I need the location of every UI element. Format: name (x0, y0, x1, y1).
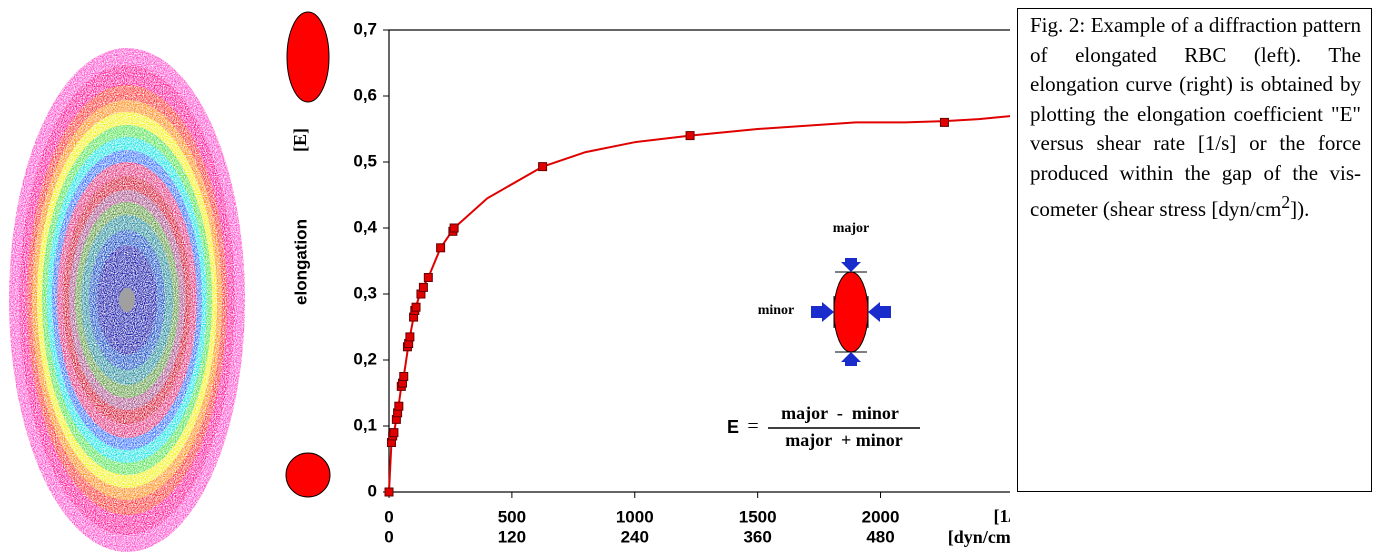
data-point (406, 333, 414, 341)
y-tick-label: 0,4 (353, 217, 377, 236)
x2-tick-label: 120 (498, 527, 526, 546)
data-point (940, 118, 948, 126)
deformation-diagram (811, 258, 891, 366)
figure-caption: Fig. 2: Example of a diffraction pattern… (1017, 8, 1372, 492)
y-tick-label: 0,5 (353, 151, 377, 170)
x-tick-label: 1000 (616, 507, 654, 526)
data-point (450, 224, 458, 232)
data-point (395, 402, 403, 410)
x-tick-label: 2000 (862, 507, 900, 526)
formula-numerator: major - minor (781, 403, 899, 423)
round-cell-icon (286, 453, 330, 497)
data-point (686, 132, 694, 140)
caption-end: ]). (1290, 197, 1309, 221)
x2-tick-label: 0 (384, 527, 393, 546)
y-tick-label: 0,3 (353, 283, 377, 302)
formula-equals: = (747, 416, 758, 438)
center-spot (119, 288, 135, 312)
y-tick-label: 0,2 (353, 349, 377, 368)
y-axis-unit: [E] (290, 128, 310, 152)
major-label: major (833, 221, 870, 236)
x2-tick-label: 480 (866, 527, 894, 546)
formula-denominator: major + minor (785, 430, 902, 450)
page: {"chart_data": {"type": "line", "ylabel"… (0, 0, 1385, 555)
data-point (385, 488, 393, 496)
y-tick-label: 0,1 (353, 415, 377, 434)
x-tick-label: 1500 (739, 507, 777, 526)
data-point (539, 163, 547, 171)
y-tick-label: 0 (368, 481, 377, 500)
x2-axis-unit: [dyn/cm²] (948, 527, 1010, 547)
y-tick-label: 0,6 (353, 85, 377, 104)
minor-label: minor (758, 303, 795, 318)
data-point (419, 283, 427, 291)
formula-lhs: E (727, 417, 739, 437)
data-point (390, 429, 398, 437)
data-point (412, 303, 420, 311)
plot-frame (389, 30, 1010, 492)
x-axis-unit: [1/s] (994, 506, 1011, 526)
x2-tick-label: 360 (743, 527, 771, 546)
data-point (424, 274, 432, 282)
data-point (400, 373, 408, 381)
caption-superscript: 2 (1281, 192, 1290, 212)
caption-text: Fig. 2: Example of a diffraction pattern… (1030, 13, 1361, 221)
data-point (437, 244, 445, 252)
x2-tick-label: 240 (621, 527, 649, 546)
y-tick-label: 0,7 (353, 19, 377, 38)
x-tick-label: 500 (498, 507, 526, 526)
y-axis-label: elongation (291, 219, 310, 305)
elongated-cell-icon (287, 12, 329, 102)
elongation-curve (389, 114, 1010, 492)
x-tick-label: 0 (384, 507, 393, 526)
chart: elongation [E] [1/s] [dyn/cm²] major min… (0, 0, 1010, 555)
